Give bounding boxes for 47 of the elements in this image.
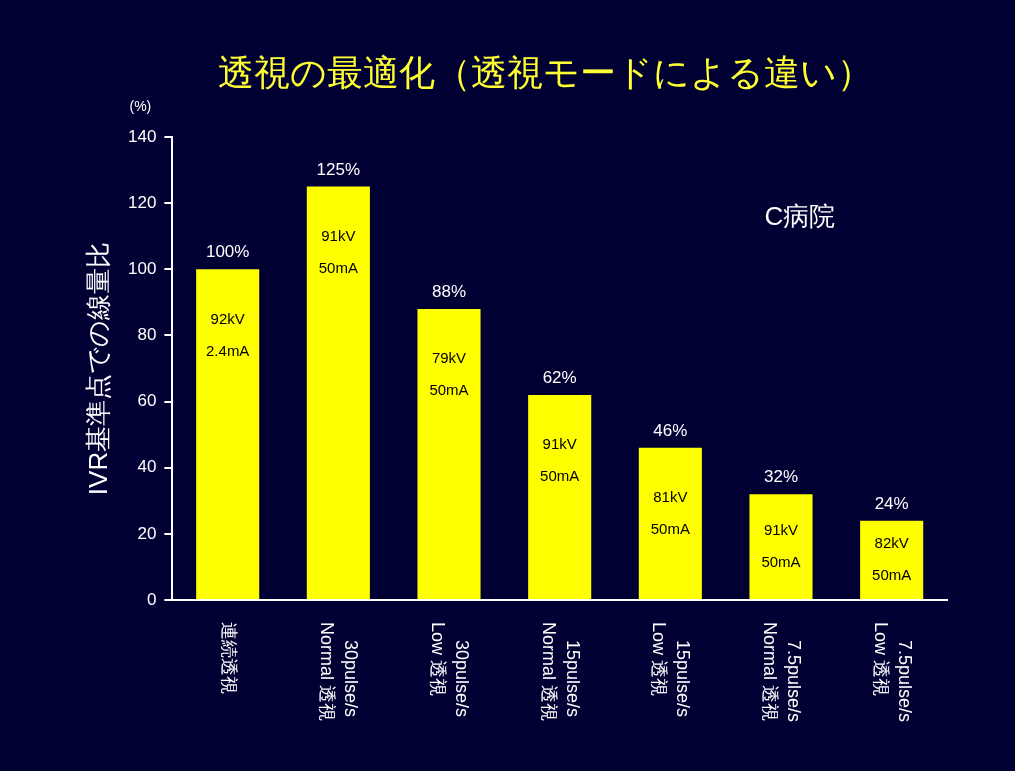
annotation: 79kV (431, 349, 467, 367)
y-tick-label: 120 (127, 192, 157, 212)
annotation: C病院 (764, 201, 836, 232)
bar (196, 269, 260, 599)
y-tick-label: 80 (137, 325, 157, 345)
annotation: 81kV (653, 488, 688, 506)
x-tick-label: 7.5pulse/s Low 透視 (870, 622, 915, 723)
x-tick-label: 15pulse/s Normal 透視 (538, 622, 583, 722)
bar (528, 394, 592, 599)
y-tick-label: 40 (137, 457, 157, 477)
x-tick-label: 7.5pulse/s Normal 透視 (760, 622, 805, 723)
data-label: 32% (763, 467, 799, 487)
annotation: 91kV (542, 435, 577, 453)
data-label: 24% (874, 493, 909, 513)
annotation: 92kV (210, 309, 245, 327)
data-label: 100% (205, 242, 250, 262)
annotation: 50mA (540, 467, 580, 485)
annotation: 50mA (318, 258, 358, 276)
annotation: 50mA (650, 520, 690, 538)
text: (%) (129, 97, 152, 114)
chart-title: 透視の最適化（透視モードによる違い） (217, 51, 873, 93)
annotation: 2.4mA (206, 341, 250, 359)
data-label: 88% (432, 282, 467, 302)
bar (860, 520, 924, 599)
x-tick-label: 連続透視 (218, 622, 239, 694)
annotation: 91kV (763, 521, 799, 539)
annotation: 50mA (429, 381, 469, 399)
bar (749, 494, 813, 599)
y-axis-title: IVR基準点での線量比 (83, 241, 114, 496)
y-tick-label: 60 (137, 391, 157, 411)
annotation: 91kV (321, 226, 356, 244)
y-tick-label: 100 (127, 258, 157, 278)
annotation: 50mA (761, 553, 801, 571)
bar (417, 308, 481, 599)
data-label: 125% (316, 159, 361, 179)
y-tick-label: 20 (137, 523, 157, 543)
bar (306, 186, 370, 599)
data-label: 46% (653, 421, 688, 441)
bar (638, 447, 702, 599)
annotation: 82kV (874, 534, 909, 552)
y-tick-label: 140 (127, 126, 157, 146)
x-tick-label: 15pulse/s Low 透視 (649, 622, 694, 718)
data-label: 62% (542, 368, 577, 388)
x-tick-label: 30pulse/s Normal 透視 (317, 622, 362, 722)
annotation: 50mA (872, 566, 912, 584)
x-tick-label: 30pulse/s Low 透視 (428, 622, 473, 718)
y-tick-label: 0 (146, 589, 157, 609)
